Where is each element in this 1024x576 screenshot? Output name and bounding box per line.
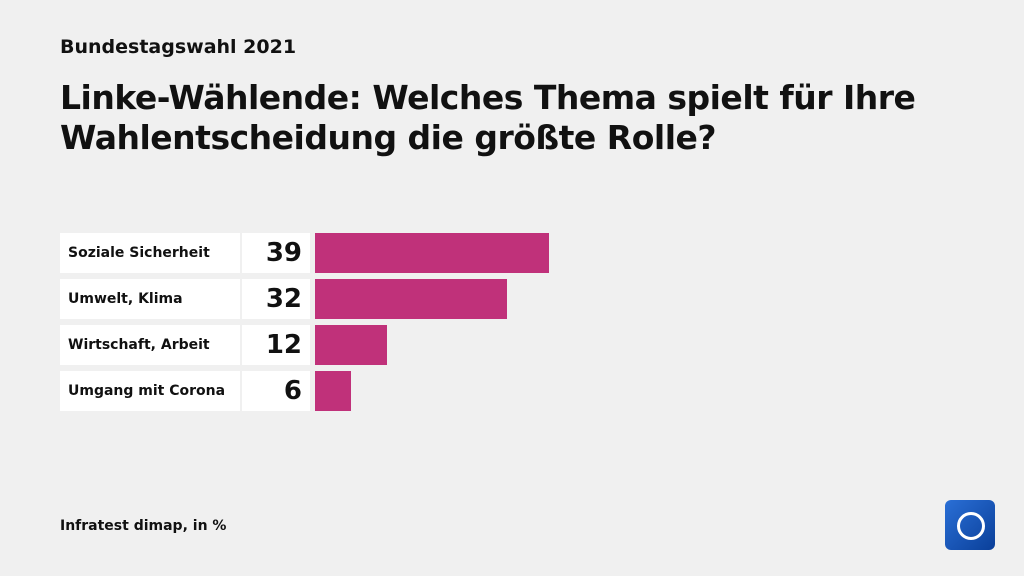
source-note: Infratest dimap, in % [60, 518, 227, 534]
value-label: 39 [242, 233, 310, 273]
value-label: 12 [242, 325, 310, 365]
bar [315, 325, 387, 365]
value-label: 6 [242, 371, 310, 411]
bar [315, 233, 549, 273]
category-label: Soziale Sicherheit [60, 233, 240, 273]
category-label: Umgang mit Corona [60, 371, 240, 411]
category-label: Wirtschaft, Arbeit [60, 325, 240, 365]
chart-title: Linke-Wählende: Welches Thema spielt für… [60, 78, 916, 157]
chart-subtitle: Bundestagswahl 2021 [60, 36, 297, 58]
category-label: Umwelt, Klima [60, 279, 240, 319]
logo-ring [957, 512, 985, 540]
value-label: 32 [242, 279, 310, 319]
bar [315, 371, 351, 411]
logo [945, 500, 995, 550]
bar [315, 279, 507, 319]
